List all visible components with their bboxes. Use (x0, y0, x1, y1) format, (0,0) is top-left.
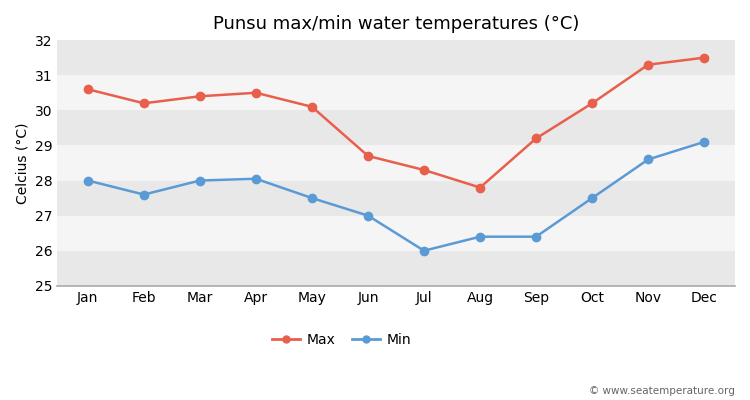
Title: Punsu max/min water temperatures (°C): Punsu max/min water temperatures (°C) (213, 15, 579, 33)
Legend: Max, Min: Max, Min (266, 327, 417, 352)
Min (419, 248, 428, 253)
Max (140, 101, 148, 106)
Bar (57, 75, 735, 110)
Min (308, 196, 316, 200)
Max (532, 136, 541, 141)
Max (83, 87, 92, 92)
Max (364, 154, 373, 158)
Max (251, 90, 260, 95)
Bar (57, 180, 735, 216)
Text: © www.seatemperature.org: © www.seatemperature.org (590, 386, 735, 396)
Min (196, 178, 205, 183)
Bar (57, 216, 735, 251)
Max (587, 101, 596, 106)
Min (251, 176, 260, 181)
Min (83, 178, 92, 183)
Y-axis label: Celcius (°C): Celcius (°C) (15, 122, 29, 204)
Line: Max: Max (84, 54, 708, 192)
Max (419, 168, 428, 172)
Min (364, 213, 373, 218)
Max (476, 185, 484, 190)
Min (644, 157, 652, 162)
Max (700, 55, 709, 60)
Bar (57, 146, 735, 180)
Bar (57, 110, 735, 146)
Min (476, 234, 484, 239)
Min (140, 192, 148, 197)
Max (196, 94, 205, 99)
Min (587, 196, 596, 200)
Max (644, 62, 652, 67)
Min (532, 234, 541, 239)
Line: Min: Min (84, 138, 708, 255)
Min (700, 140, 709, 144)
Max (308, 104, 316, 109)
Bar (57, 251, 735, 286)
Bar (57, 40, 735, 75)
